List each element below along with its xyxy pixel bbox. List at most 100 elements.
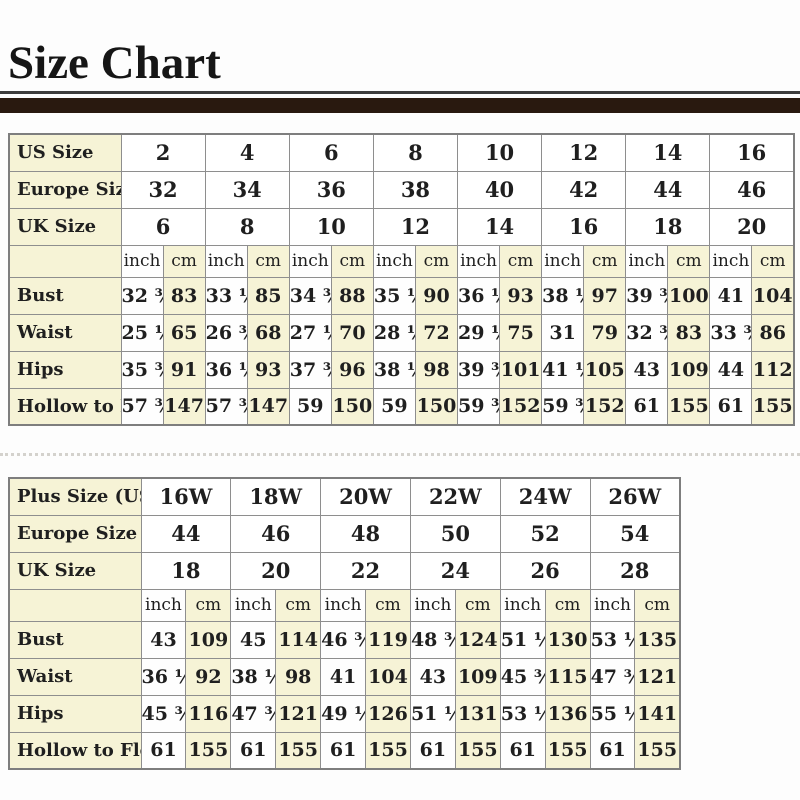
tables-dotted-divider [0,453,800,456]
measurement-inch: 48 ¾ [409,620,456,659]
measurement-cm: 119 [365,620,411,659]
measurement-cm: 155 [454,731,501,770]
row-label: US Size [8,133,122,172]
size-value: 16W [140,477,232,516]
unit-inch-label: inch [140,588,187,622]
measurement-inch: 31 [541,313,585,352]
measurement-cm: 121 [634,657,681,696]
size-value: 20 [230,551,322,590]
measurement-inch: 43 [140,620,187,659]
measurement-cm: 114 [275,620,322,659]
size-value: 52 [499,514,591,553]
measurement-inch: 61 [230,731,277,770]
measurement-inch: 29 ½ [456,313,501,352]
measurement-inch: 25 ½ [120,313,164,352]
unit-inch-label: inch [120,244,164,278]
size-value: 48 [320,514,411,553]
size-value: 44 [140,514,232,553]
measurement-cm: 101 [499,350,543,389]
measurement-cm: 86 [751,313,795,352]
unit-cm-label: cm [499,244,543,278]
measurement-cm: 75 [499,313,543,352]
unit-cm-label: cm [751,244,795,278]
measurement-inch: 59 ¾ [456,387,501,426]
size-value: 16 [709,133,795,172]
size-value: 24 [409,551,501,590]
measurement-cm: 109 [667,350,711,389]
row-label: Plus Size (US) [8,477,142,516]
unit-inch-label: inch [372,244,416,278]
page-title: Size Chart [8,37,221,89]
measurement-cm: 150 [330,387,374,426]
measurement-cm: 152 [583,387,627,426]
size-value: 32 [120,170,206,209]
title-underline-bar [0,98,800,113]
measurement-inch: 36 ½ [456,276,501,315]
measurement-inch: 45 ¾ [140,694,187,733]
measurement-cm: 93 [246,350,290,389]
unit-inch-label: inch [709,244,753,278]
measurement-cm: 121 [275,694,322,733]
unit-cm-label: cm [634,588,681,622]
measurement-cm: 93 [499,276,543,315]
unit-cm-label: cm [246,244,290,278]
unit-row-spacer [8,588,142,622]
unit-cm-label: cm [330,244,374,278]
unit-cm-label: cm [162,244,206,278]
unit-cm-label: cm [365,588,411,622]
measurement-cm: 155 [365,731,411,770]
measurement-cm: 68 [246,313,290,352]
size-value: 6 [120,207,206,246]
measurement-inch: 55 ½ [589,694,636,733]
measurement-inch: 39 ¾ [625,276,669,315]
size-row: Europe Size 44 46 48 50 52 54 [8,514,681,553]
unit-inch-label: inch [230,588,277,622]
unit-inch-label: inch [589,588,636,622]
measurement-cm: 141 [634,694,681,733]
size-value: 14 [625,133,711,172]
measurement-cm: 88 [330,276,374,315]
measurement-inch: 36 ¼ [140,657,187,696]
measurement-inch: 61 [589,731,636,770]
unit-inch-label: inch [499,588,546,622]
measurement-inch: 41 [320,657,367,696]
row-label: Europe Size [8,170,122,209]
row-label: Bust [8,276,122,315]
measurement-inch: 61 [625,387,669,426]
measurement-cm: 112 [751,350,795,389]
measurement-inch: 38 ½ [230,657,277,696]
size-value: 8 [372,133,459,172]
size-value: 8 [204,207,290,246]
measurement-inch: 61 [709,387,753,426]
measurement-cm: 85 [246,276,290,315]
measurement-cm: 150 [414,387,459,426]
measurement-inch: 59 [288,387,332,426]
unit-inch-label: inch [320,588,367,622]
size-value: 14 [456,207,543,246]
title-underline-thin [0,91,800,94]
measurement-cm: 155 [667,387,711,426]
measurement-inch: 45 ¾ [499,657,546,696]
measurement-inch: 51 ½ [409,694,456,733]
size-value: 6 [288,133,374,172]
measurement-cm: 65 [162,313,206,352]
size-value: 46 [230,514,322,553]
measurement-inch: 35 ¾ [120,350,164,389]
unit-cm-label: cm [185,588,232,622]
measurement-inch: 36 ½ [204,350,248,389]
row-label: Hips [8,694,142,733]
measurement-inch: 34 ¾ [288,276,332,315]
row-label: Hollow to Floor [8,731,142,770]
measurement-cm: 126 [365,694,411,733]
size-value: 36 [288,170,374,209]
measurement-inch: 38 ½ [541,276,585,315]
unit-inch-label: inch [204,244,248,278]
measurement-cm: 130 [544,620,591,659]
measurement-inch: 61 [499,731,546,770]
size-value: 18 [625,207,711,246]
